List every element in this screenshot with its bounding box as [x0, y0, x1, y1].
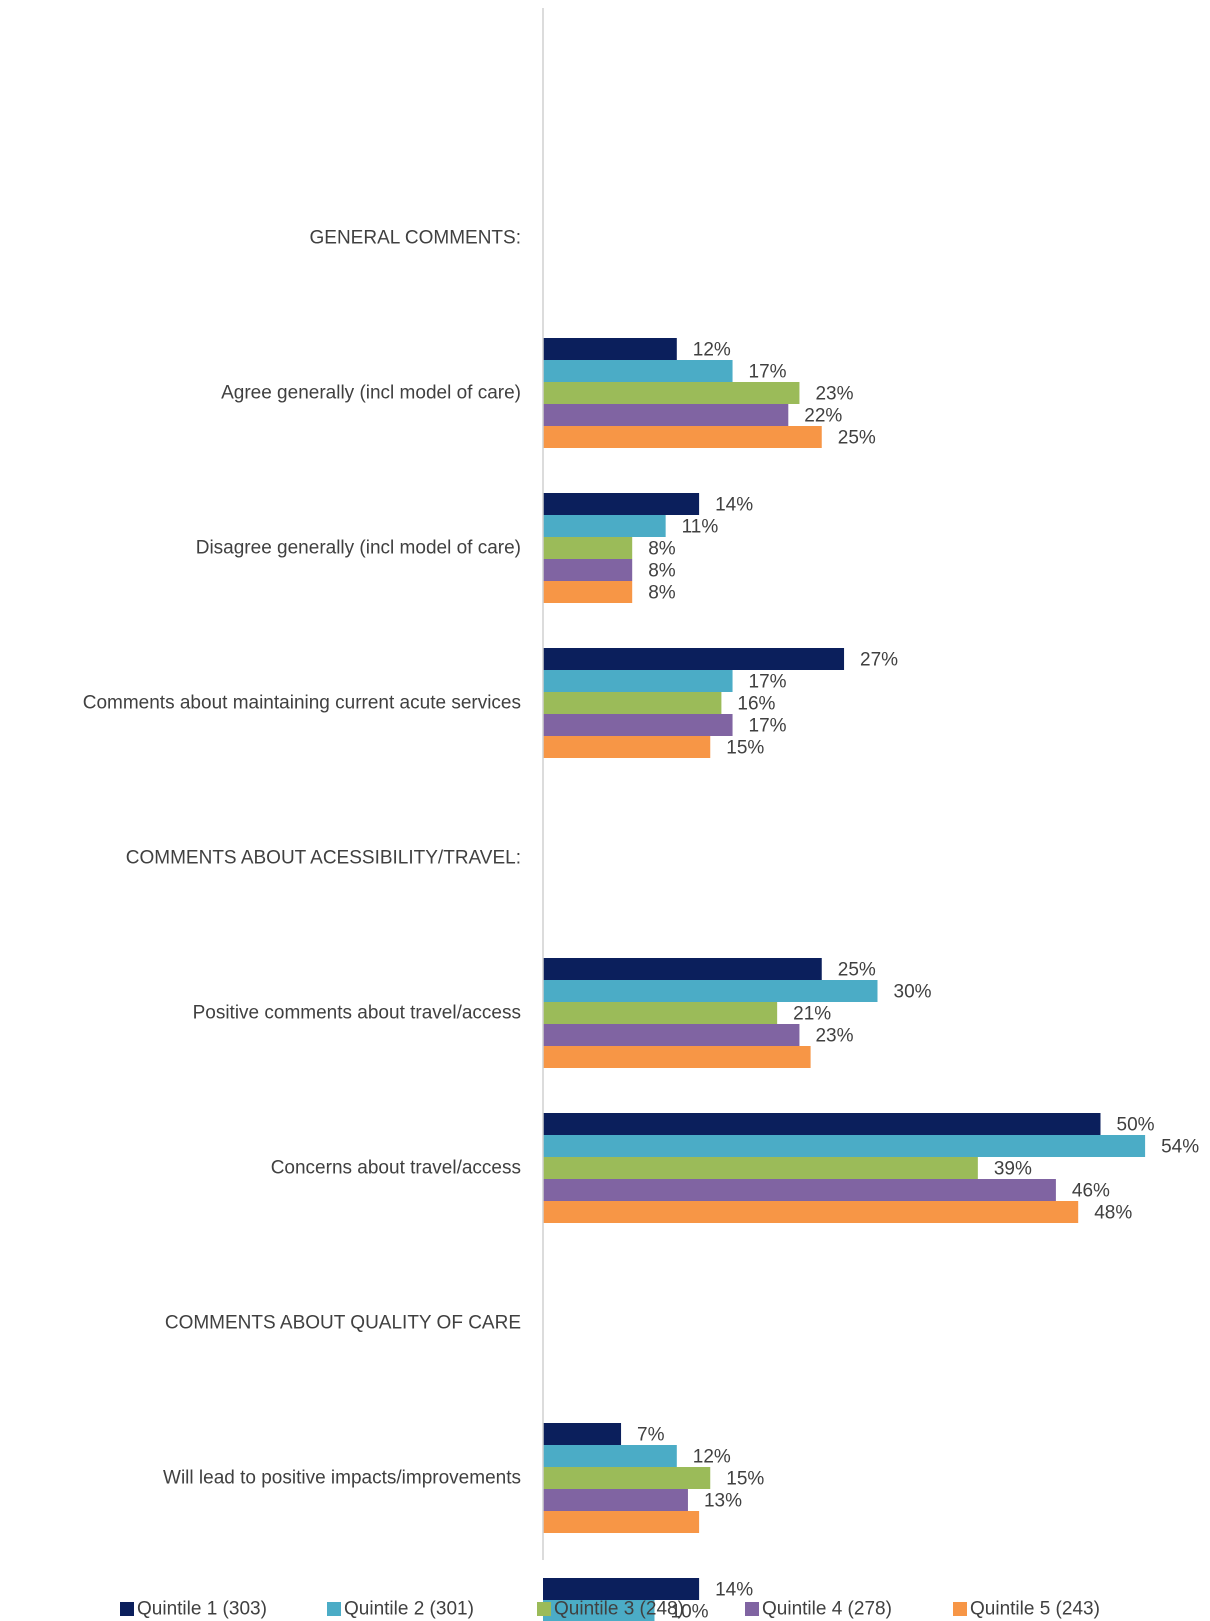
bar-concerns-about-travel-access-q5: [543, 1201, 1079, 1223]
value-label-agree-generally-incl-model-of-care-q5: 25%: [838, 428, 876, 449]
legend-item-q1: Quintile 1 (303): [120, 1599, 267, 1620]
bar-positive-comments-about-travel-access-q2: [543, 980, 878, 1002]
legend-label-q1: Quintile 1 (303): [137, 1599, 267, 1620]
bar-disagree-generally-incl-model-of-care-q3: [543, 537, 633, 559]
category-labels: GENERAL COMMENTS: Agree generally (incl m…: [83, 228, 522, 1489]
legend: Quintile 1 (303) Quintile 2 (301) Quintile…: [120, 1599, 1100, 1620]
value-label-will-lead-to-positive-impacts-improvements-q4: 13%: [704, 1491, 742, 1512]
category-label-concerns-about-travel-access: Concerns about travel/access: [271, 1158, 521, 1179]
value-labels: 12%17%23%22%25%14%11%8%8%8%27%17%16%17%1…: [637, 340, 1199, 1621]
legend-item-q3: Quintile 3 (248): [537, 1599, 684, 1620]
bar-concerns-about-travel-access-q1: [543, 1113, 1101, 1135]
legend-label-q3: Quintile 3 (248): [554, 1599, 684, 1620]
bar-disagree-generally-incl-model-of-care-q1: [543, 493, 700, 515]
bar-disagree-generally-incl-model-of-care-q2: [543, 515, 666, 537]
value-label-will-lead-to-positive-impacts-improvements-q1: 7%: [637, 1425, 665, 1446]
bar-will-be-negative-impacts-things-won-t-improve-q1: [543, 1578, 700, 1600]
bar-agree-generally-incl-model-of-care-q4: [543, 404, 789, 426]
bars: [543, 338, 1146, 1621]
bar-disagree-generally-incl-model-of-care-q5: [543, 581, 633, 603]
value-label-will-lead-to-positive-impacts-improvements-q2: 12%: [693, 1447, 731, 1468]
value-label-disagree-generally-incl-model-of-care-q2: 11%: [682, 517, 719, 538]
bar-agree-generally-incl-model-of-care-q5: [543, 426, 822, 448]
legend-swatch-q4: [745, 1602, 759, 1616]
bar-concerns-about-travel-access-q3: [543, 1157, 978, 1179]
legend-label-q4: Quintile 4 (278): [762, 1599, 892, 1620]
value-label-agree-generally-incl-model-of-care-q2: 17%: [749, 362, 787, 383]
value-label-comments-about-maintaining-current-acute-services-q1: 27%: [860, 650, 898, 671]
category-label-will-lead-to-positive-impacts-improvements: Will lead to positive impacts/improvemen…: [163, 1468, 521, 1489]
value-label-positive-comments-about-travel-access-q1: 25%: [838, 960, 876, 981]
bar-agree-generally-incl-model-of-care-q1: [543, 338, 677, 360]
value-label-concerns-about-travel-access-q5: 48%: [1094, 1203, 1132, 1224]
legend-label-q5: Quintile 5 (243): [970, 1599, 1100, 1620]
value-label-positive-comments-about-travel-access-q4: 23%: [815, 1026, 853, 1047]
value-label-agree-generally-incl-model-of-care-q4: 22%: [804, 406, 842, 427]
bar-will-lead-to-positive-impacts-improvements-q4: [543, 1489, 688, 1511]
legend-item-q5: Quintile 5 (243): [953, 1599, 1100, 1620]
bar-positive-comments-about-travel-access-q3: [543, 1002, 778, 1024]
bar-will-lead-to-positive-impacts-improvements-q3: [543, 1467, 711, 1489]
value-label-agree-generally-incl-model-of-care-q3: 23%: [815, 384, 853, 405]
value-label-disagree-generally-incl-model-of-care-q1: 14%: [715, 495, 753, 516]
value-label-will-be-negative-impacts-things-won-t-improve-q1: 14%: [715, 1580, 753, 1601]
value-label-concerns-about-travel-access-q4: 46%: [1072, 1181, 1110, 1202]
legend-swatch-q3: [537, 1602, 551, 1616]
category-label-comments-about-quality-of-care: COMMENTS ABOUT QUALITY OF CARE: [165, 1313, 521, 1334]
bar-disagree-generally-incl-model-of-care-q4: [543, 559, 633, 581]
category-label-agree-generally-incl-model-of-care: Agree generally (incl model of care): [221, 383, 521, 404]
legend-swatch-q2: [327, 1602, 341, 1616]
value-label-comments-about-maintaining-current-acute-services-q5: 15%: [726, 738, 764, 759]
bar-will-lead-to-positive-impacts-improvements-q2: [543, 1445, 677, 1467]
value-label-will-lead-to-positive-impacts-improvements-q3: 15%: [726, 1469, 764, 1490]
bar-comments-about-maintaining-current-acute-services-q4: [543, 714, 733, 736]
value-label-disagree-generally-incl-model-of-care-q3: 8%: [648, 539, 676, 560]
bar-concerns-about-travel-access-q2: [543, 1135, 1146, 1157]
bar-comments-about-maintaining-current-acute-services-q1: [543, 648, 845, 670]
bar-positive-comments-about-travel-access-q4: [543, 1024, 800, 1046]
category-label-comments-about-maintaining-current-acute-services: Comments about maintaining current acute…: [83, 693, 521, 714]
value-label-disagree-generally-incl-model-of-care-q5: 8%: [648, 583, 676, 604]
value-label-will-be-negative-impacts-things-won-t-improve-q2: 10%: [671, 1602, 709, 1621]
value-label-positive-comments-about-travel-access-q2: 30%: [894, 982, 932, 1003]
bar-agree-generally-incl-model-of-care-q2: [543, 360, 733, 382]
bar-will-lead-to-positive-impacts-improvements-q5: [543, 1511, 700, 1533]
legend-swatch-q5: [953, 1602, 967, 1616]
value-label-concerns-about-travel-access-q2: 54%: [1161, 1137, 1199, 1158]
value-label-comments-about-maintaining-current-acute-services-q3: 16%: [737, 694, 775, 715]
value-label-concerns-about-travel-access-q3: 39%: [994, 1159, 1032, 1180]
bar-will-lead-to-positive-impacts-improvements-q1: [543, 1423, 622, 1445]
legend-swatch-q1: [120, 1602, 134, 1616]
bar-will-be-negative-impacts-things-won-t-improve-q2: [543, 1600, 655, 1621]
category-label-comments-about-acessibility-travel: COMMENTS ABOUT ACESSIBILITY/TRAVEL:: [126, 848, 521, 869]
legend-item-q4: Quintile 4 (278): [745, 1599, 892, 1620]
bar-comments-about-maintaining-current-acute-services-q3: [543, 692, 722, 714]
value-label-comments-about-maintaining-current-acute-services-q4: 17%: [749, 716, 787, 737]
bar-positive-comments-about-travel-access-q5: [543, 1046, 811, 1068]
category-label-positive-comments-about-travel-access: Positive comments about travel/access: [193, 1003, 521, 1024]
category-label-disagree-generally-incl-model-of-care: Disagree generally (incl model of care): [196, 538, 521, 559]
value-label-comments-about-maintaining-current-acute-services-q2: 17%: [749, 672, 787, 693]
value-label-disagree-generally-incl-model-of-care-q4: 8%: [648, 561, 676, 582]
value-label-concerns-about-travel-access-q1: 50%: [1117, 1115, 1155, 1136]
category-label-general-comments: GENERAL COMMENTS:: [310, 228, 522, 249]
value-label-positive-comments-about-travel-access-q3: 21%: [793, 1004, 831, 1025]
legend-item-q2: Quintile 2 (301): [327, 1599, 474, 1620]
bar-agree-generally-incl-model-of-care-q3: [543, 382, 800, 404]
bar-comments-about-maintaining-current-acute-services-q5: [543, 736, 711, 758]
value-label-agree-generally-incl-model-of-care-q1: 12%: [693, 340, 731, 361]
legend-label-q2: Quintile 2 (301): [344, 1599, 474, 1620]
bar-positive-comments-about-travel-access-q1: [543, 958, 822, 980]
bar-comments-about-maintaining-current-acute-services-q2: [543, 670, 733, 692]
bar-concerns-about-travel-access-q4: [543, 1179, 1056, 1201]
